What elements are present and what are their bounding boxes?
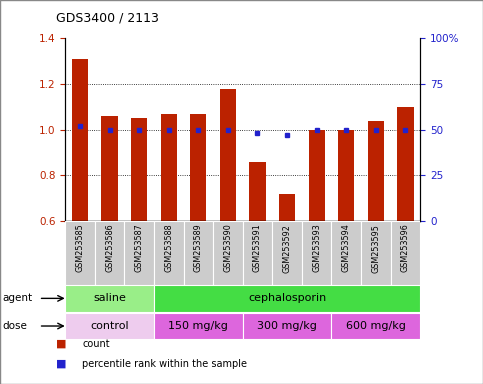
Text: GSM253594: GSM253594: [342, 224, 351, 273]
Bar: [331, 221, 361, 285]
Text: GSM253591: GSM253591: [253, 224, 262, 273]
Bar: [131, 118, 147, 221]
Text: GSM253587: GSM253587: [135, 224, 143, 273]
Text: GSM253588: GSM253588: [164, 224, 173, 272]
Text: 600 mg/kg: 600 mg/kg: [346, 321, 406, 331]
Text: GSM253593: GSM253593: [312, 224, 321, 273]
Text: control: control: [90, 321, 129, 331]
Bar: [398, 107, 413, 221]
Bar: [242, 221, 272, 285]
Bar: [242, 313, 331, 339]
Bar: [154, 221, 184, 285]
Text: agent: agent: [2, 293, 32, 303]
Bar: [391, 221, 420, 285]
Bar: [161, 114, 177, 221]
Text: dose: dose: [2, 321, 28, 331]
Bar: [190, 114, 206, 221]
Text: GSM253586: GSM253586: [105, 224, 114, 272]
Bar: [279, 194, 295, 221]
Bar: [65, 285, 154, 312]
Bar: [213, 221, 242, 285]
Bar: [184, 221, 213, 285]
Text: 150 mg/kg: 150 mg/kg: [169, 321, 228, 331]
Bar: [72, 59, 88, 221]
Bar: [65, 313, 154, 339]
Bar: [65, 221, 95, 285]
Bar: [302, 221, 331, 285]
Text: cephalosporin: cephalosporin: [248, 293, 326, 303]
Text: GSM253596: GSM253596: [401, 224, 410, 273]
Text: percentile rank within the sample: percentile rank within the sample: [82, 359, 247, 369]
Bar: [361, 221, 391, 285]
Text: 300 mg/kg: 300 mg/kg: [257, 321, 317, 331]
Text: ■: ■: [56, 339, 66, 349]
Text: GSM253585: GSM253585: [75, 224, 85, 273]
Bar: [220, 89, 236, 221]
Text: GSM253592: GSM253592: [283, 224, 292, 273]
Bar: [95, 221, 125, 285]
Text: GSM253595: GSM253595: [371, 224, 380, 273]
Text: ■: ■: [56, 359, 66, 369]
Text: GSM253589: GSM253589: [194, 224, 203, 273]
Bar: [338, 130, 355, 221]
Bar: [309, 130, 325, 221]
Bar: [249, 162, 266, 221]
Text: GSM253590: GSM253590: [224, 224, 232, 273]
Text: count: count: [82, 339, 110, 349]
Bar: [125, 221, 154, 285]
Bar: [101, 116, 118, 221]
Bar: [331, 313, 420, 339]
Text: GDS3400 / 2113: GDS3400 / 2113: [56, 12, 158, 25]
Text: saline: saline: [93, 293, 126, 303]
Bar: [272, 221, 302, 285]
Bar: [368, 121, 384, 221]
Bar: [154, 285, 420, 312]
Bar: [154, 313, 243, 339]
